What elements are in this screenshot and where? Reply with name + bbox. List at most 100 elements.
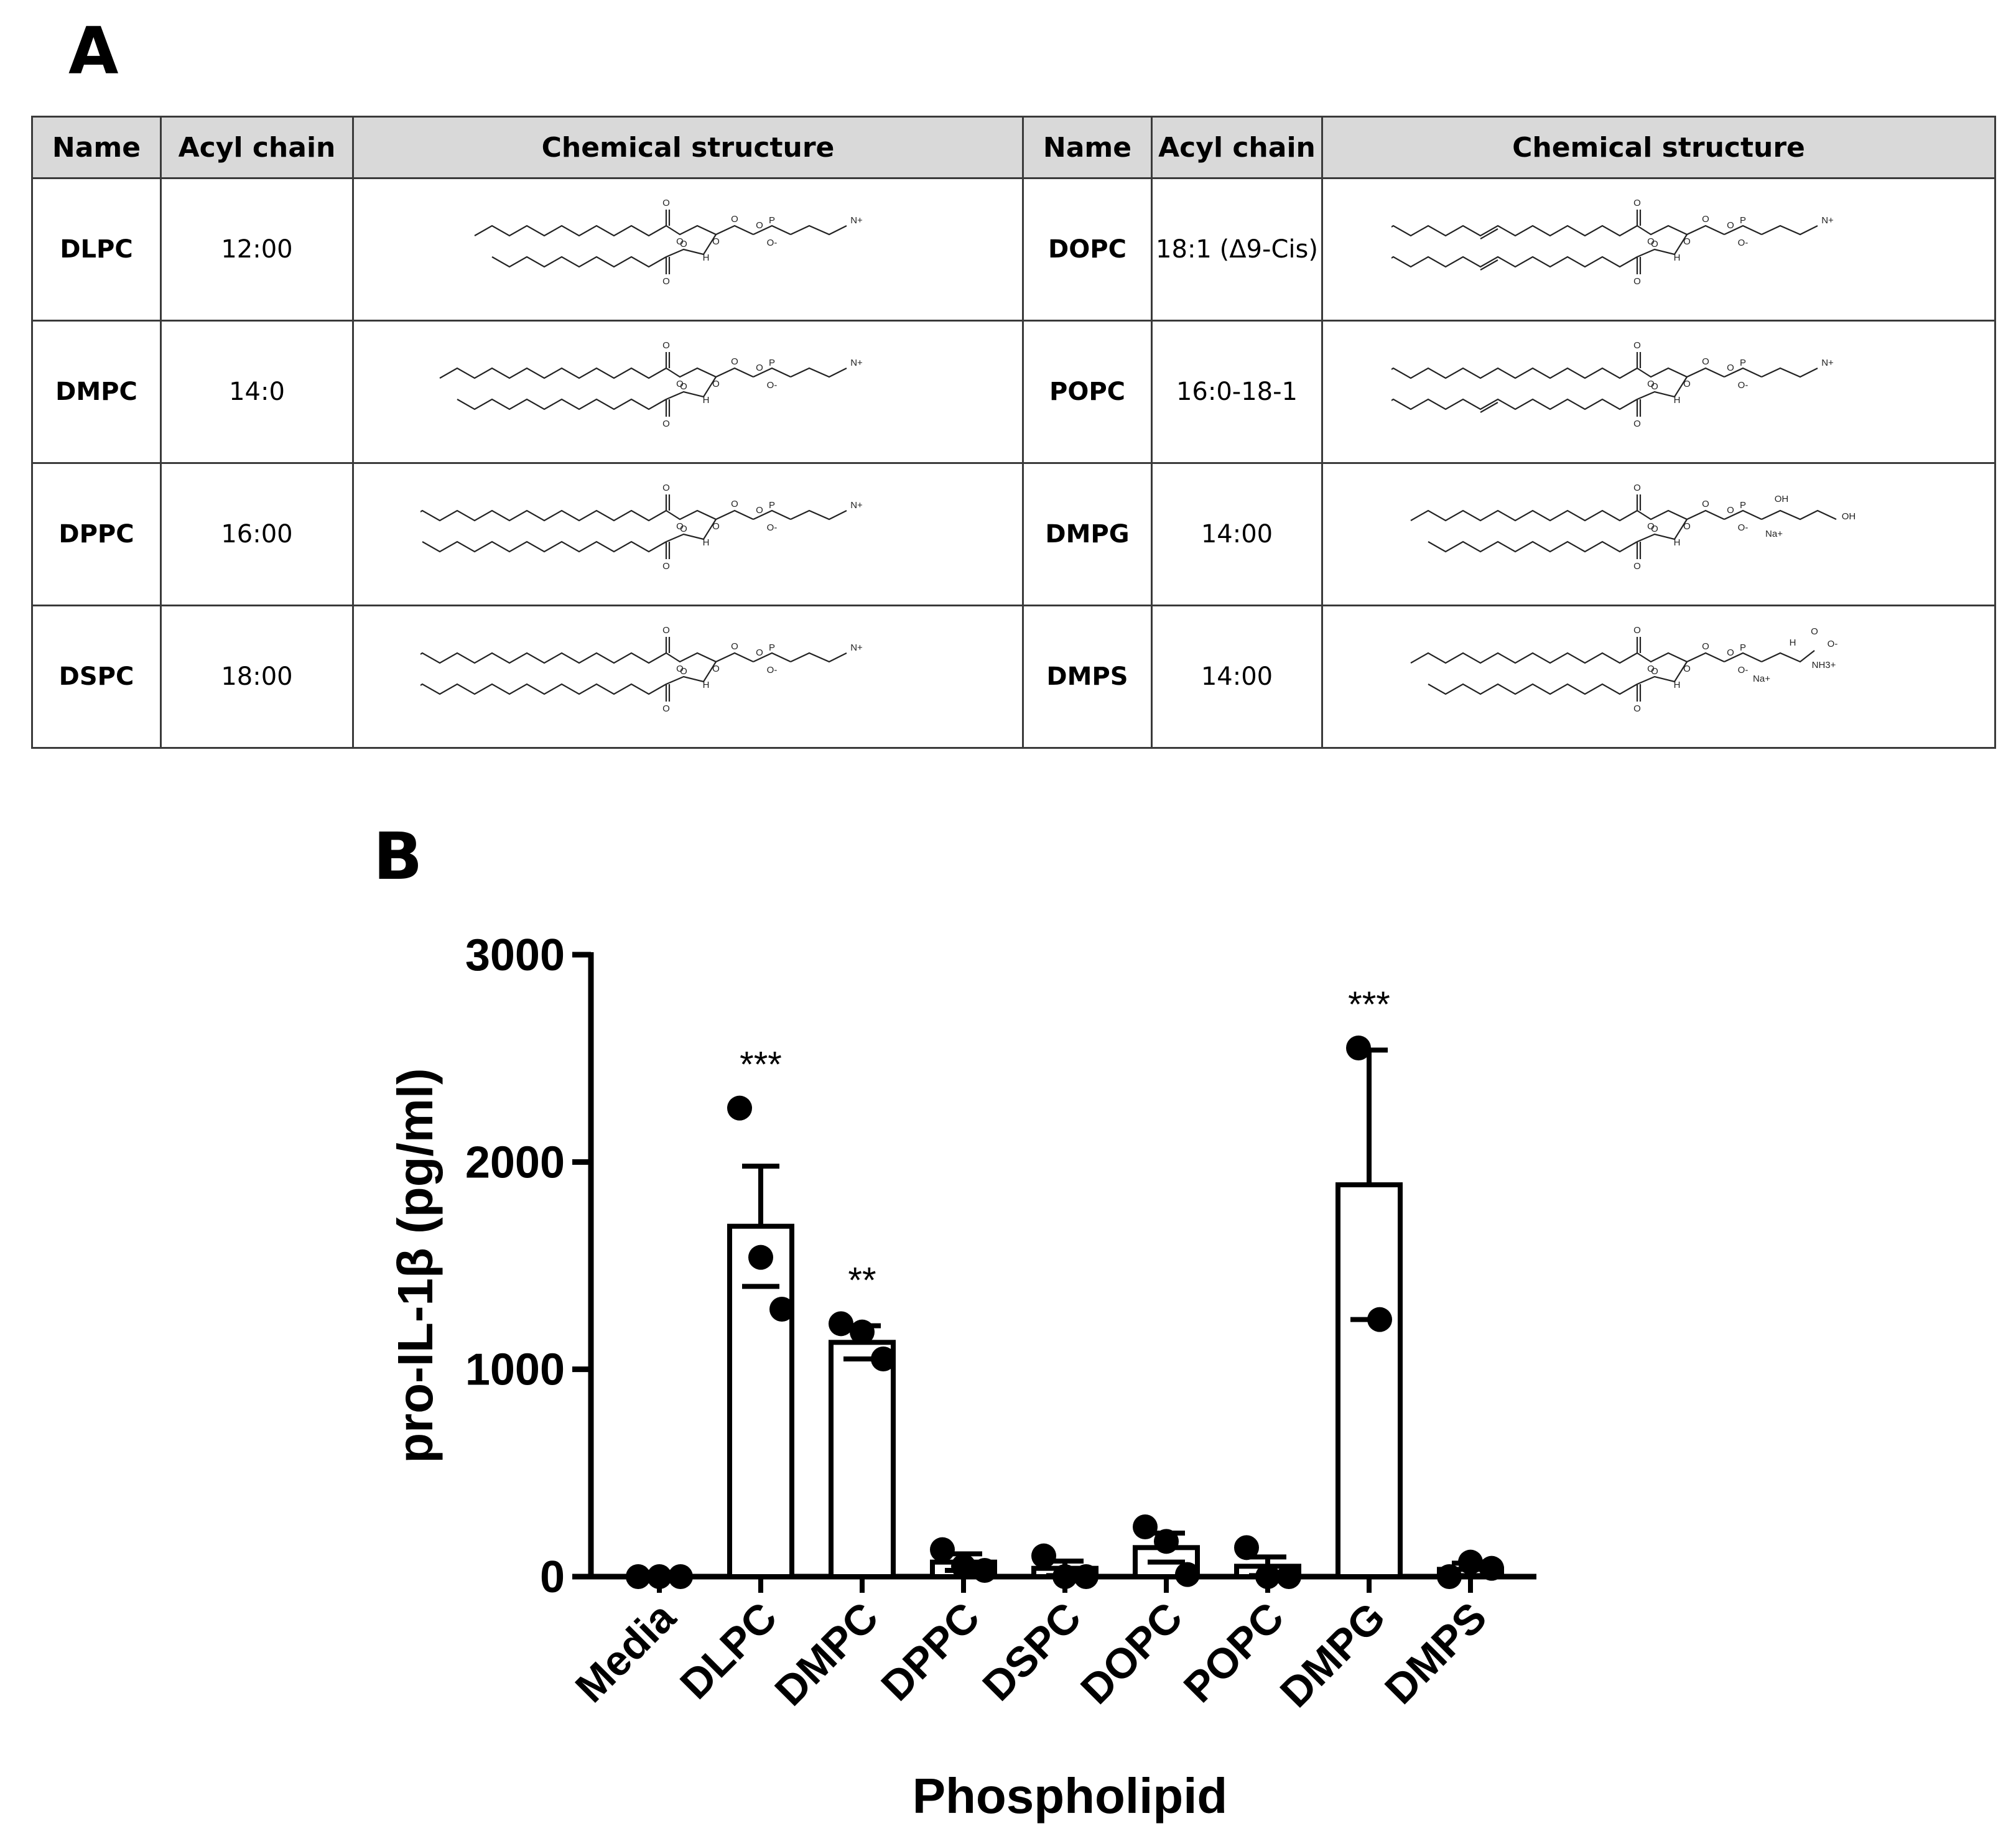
atom-label: N+ [1821, 215, 1834, 226]
x-tick-label: DPPC [872, 1593, 988, 1710]
atom-label: O- [1737, 665, 1748, 675]
atom-label: P [1739, 358, 1745, 368]
atom-label: O [1633, 276, 1641, 287]
atom-label: O- [767, 380, 778, 391]
data-point [668, 1564, 693, 1589]
phosphate-link [753, 367, 791, 378]
chemical-structure: O O O O O O O P O- H N+ [1321, 177, 1996, 322]
atom-label: H [703, 680, 710, 690]
acyl-chain-1 [474, 225, 667, 237]
atom-label: O- [767, 238, 778, 248]
significance-label: *** [1348, 985, 1390, 1025]
acyl-chain: 18:1 (Δ9-Cis) [1151, 177, 1323, 322]
data-point [1031, 1543, 1056, 1569]
atom-label: O [712, 521, 720, 532]
table-row: DMPC 14:0 O O O O O O O P O- H N+ POPC 16:0-18-1 O… [31, 320, 1996, 464]
atom-label: O [662, 198, 670, 208]
atom-label: O- [767, 665, 778, 675]
atom-label: O [662, 419, 670, 429]
x-tick-label: DMPG [1271, 1593, 1395, 1717]
atom-label: H [1789, 637, 1796, 648]
glycerol-backbone [666, 225, 754, 236]
atom-label: O [680, 666, 687, 677]
atom-label: O [1651, 666, 1658, 677]
atom-label: NH3+ [1811, 660, 1836, 670]
data-point [727, 1095, 752, 1121]
headgroup-bonds [1761, 367, 1818, 378]
acyl-chain-2 [1391, 256, 1638, 268]
headgroup-bonds [790, 225, 847, 236]
header-name-left: Name [31, 116, 162, 179]
atom-label: O- [1737, 522, 1748, 533]
cis-double-bond [1479, 228, 1498, 239]
glycerol-backbone [1636, 225, 1724, 236]
data-point [1437, 1564, 1462, 1589]
header-name-right: Name [1022, 116, 1153, 179]
data-point [1276, 1564, 1301, 1589]
data-point [647, 1564, 672, 1589]
atom-label: Na+ [1753, 674, 1770, 684]
acyl-chain: 14:00 [1151, 605, 1323, 749]
atom-label: O [731, 499, 738, 509]
atom-label: O [712, 664, 720, 674]
atom-label: O [662, 340, 670, 351]
data-point [850, 1319, 875, 1345]
phospholipid-table: Name Acyl chain Chemical structure Name … [31, 116, 1996, 749]
atom-label: O [1633, 198, 1641, 208]
chemical-structure: O O O O O O O P O- H N+ [352, 177, 1024, 322]
atom-label: O [662, 703, 670, 714]
atom-label: P [769, 215, 775, 226]
data-point [972, 1558, 997, 1583]
atom-label: O- [1737, 380, 1748, 391]
acyl-chain-2 [420, 683, 667, 695]
atom-label: N+ [1821, 358, 1834, 368]
x-tick-label: Media [567, 1593, 685, 1712]
chemical-structure: O O O O O O O P O- H OH OH Na+ [1321, 462, 1996, 606]
phosphate-link [753, 652, 791, 662]
acyl-chain-1 [1391, 225, 1638, 237]
atom-label: H [1673, 253, 1680, 263]
x-axis-title: Phospholipid [913, 1768, 1228, 1824]
acyl-chain-1 [439, 367, 667, 379]
chemical-structure: O O O O O O O P O- H N+ [352, 605, 1024, 749]
structure-bonds [1391, 352, 1818, 417]
x-tick-label: DLPC [671, 1593, 786, 1708]
atom-label: O [1727, 647, 1734, 658]
bar-dlpc [727, 1223, 794, 1579]
atom-label: O [662, 561, 670, 572]
atom-label: O [1702, 499, 1709, 509]
atom-label: O [1633, 483, 1641, 493]
atom-label: O [1811, 626, 1818, 637]
phosphate-link [1724, 367, 1762, 378]
data-point [1458, 1549, 1483, 1575]
atom-label: O [1633, 419, 1641, 429]
glycerol-backbone [1636, 509, 1724, 521]
headgroup-bonds [1761, 509, 1836, 521]
atom-label: N+ [850, 358, 863, 368]
atom-label: N+ [850, 215, 863, 226]
atom-label: O [662, 276, 670, 287]
glycerol-backbone [1636, 652, 1724, 663]
sn2-ester-link [1637, 519, 1688, 543]
acyl-chain: 16:0-18-1 [1151, 320, 1323, 464]
lipid-name: DLPC [31, 177, 162, 322]
acyl-chain-2 [1391, 398, 1638, 410]
atom-label: O [712, 379, 720, 389]
atom-label: O [1651, 524, 1658, 534]
atom-label: O [1651, 381, 1658, 392]
atom-label: O [1727, 363, 1734, 373]
atom-label: O [1647, 521, 1655, 532]
data-point [829, 1311, 853, 1337]
lipid-name: DMPG [1022, 462, 1153, 606]
atom-label: H [1673, 395, 1680, 406]
atom-label: O [1647, 664, 1655, 674]
significance-label: *** [740, 1045, 782, 1085]
y-tick-label: 3000 [465, 930, 565, 980]
